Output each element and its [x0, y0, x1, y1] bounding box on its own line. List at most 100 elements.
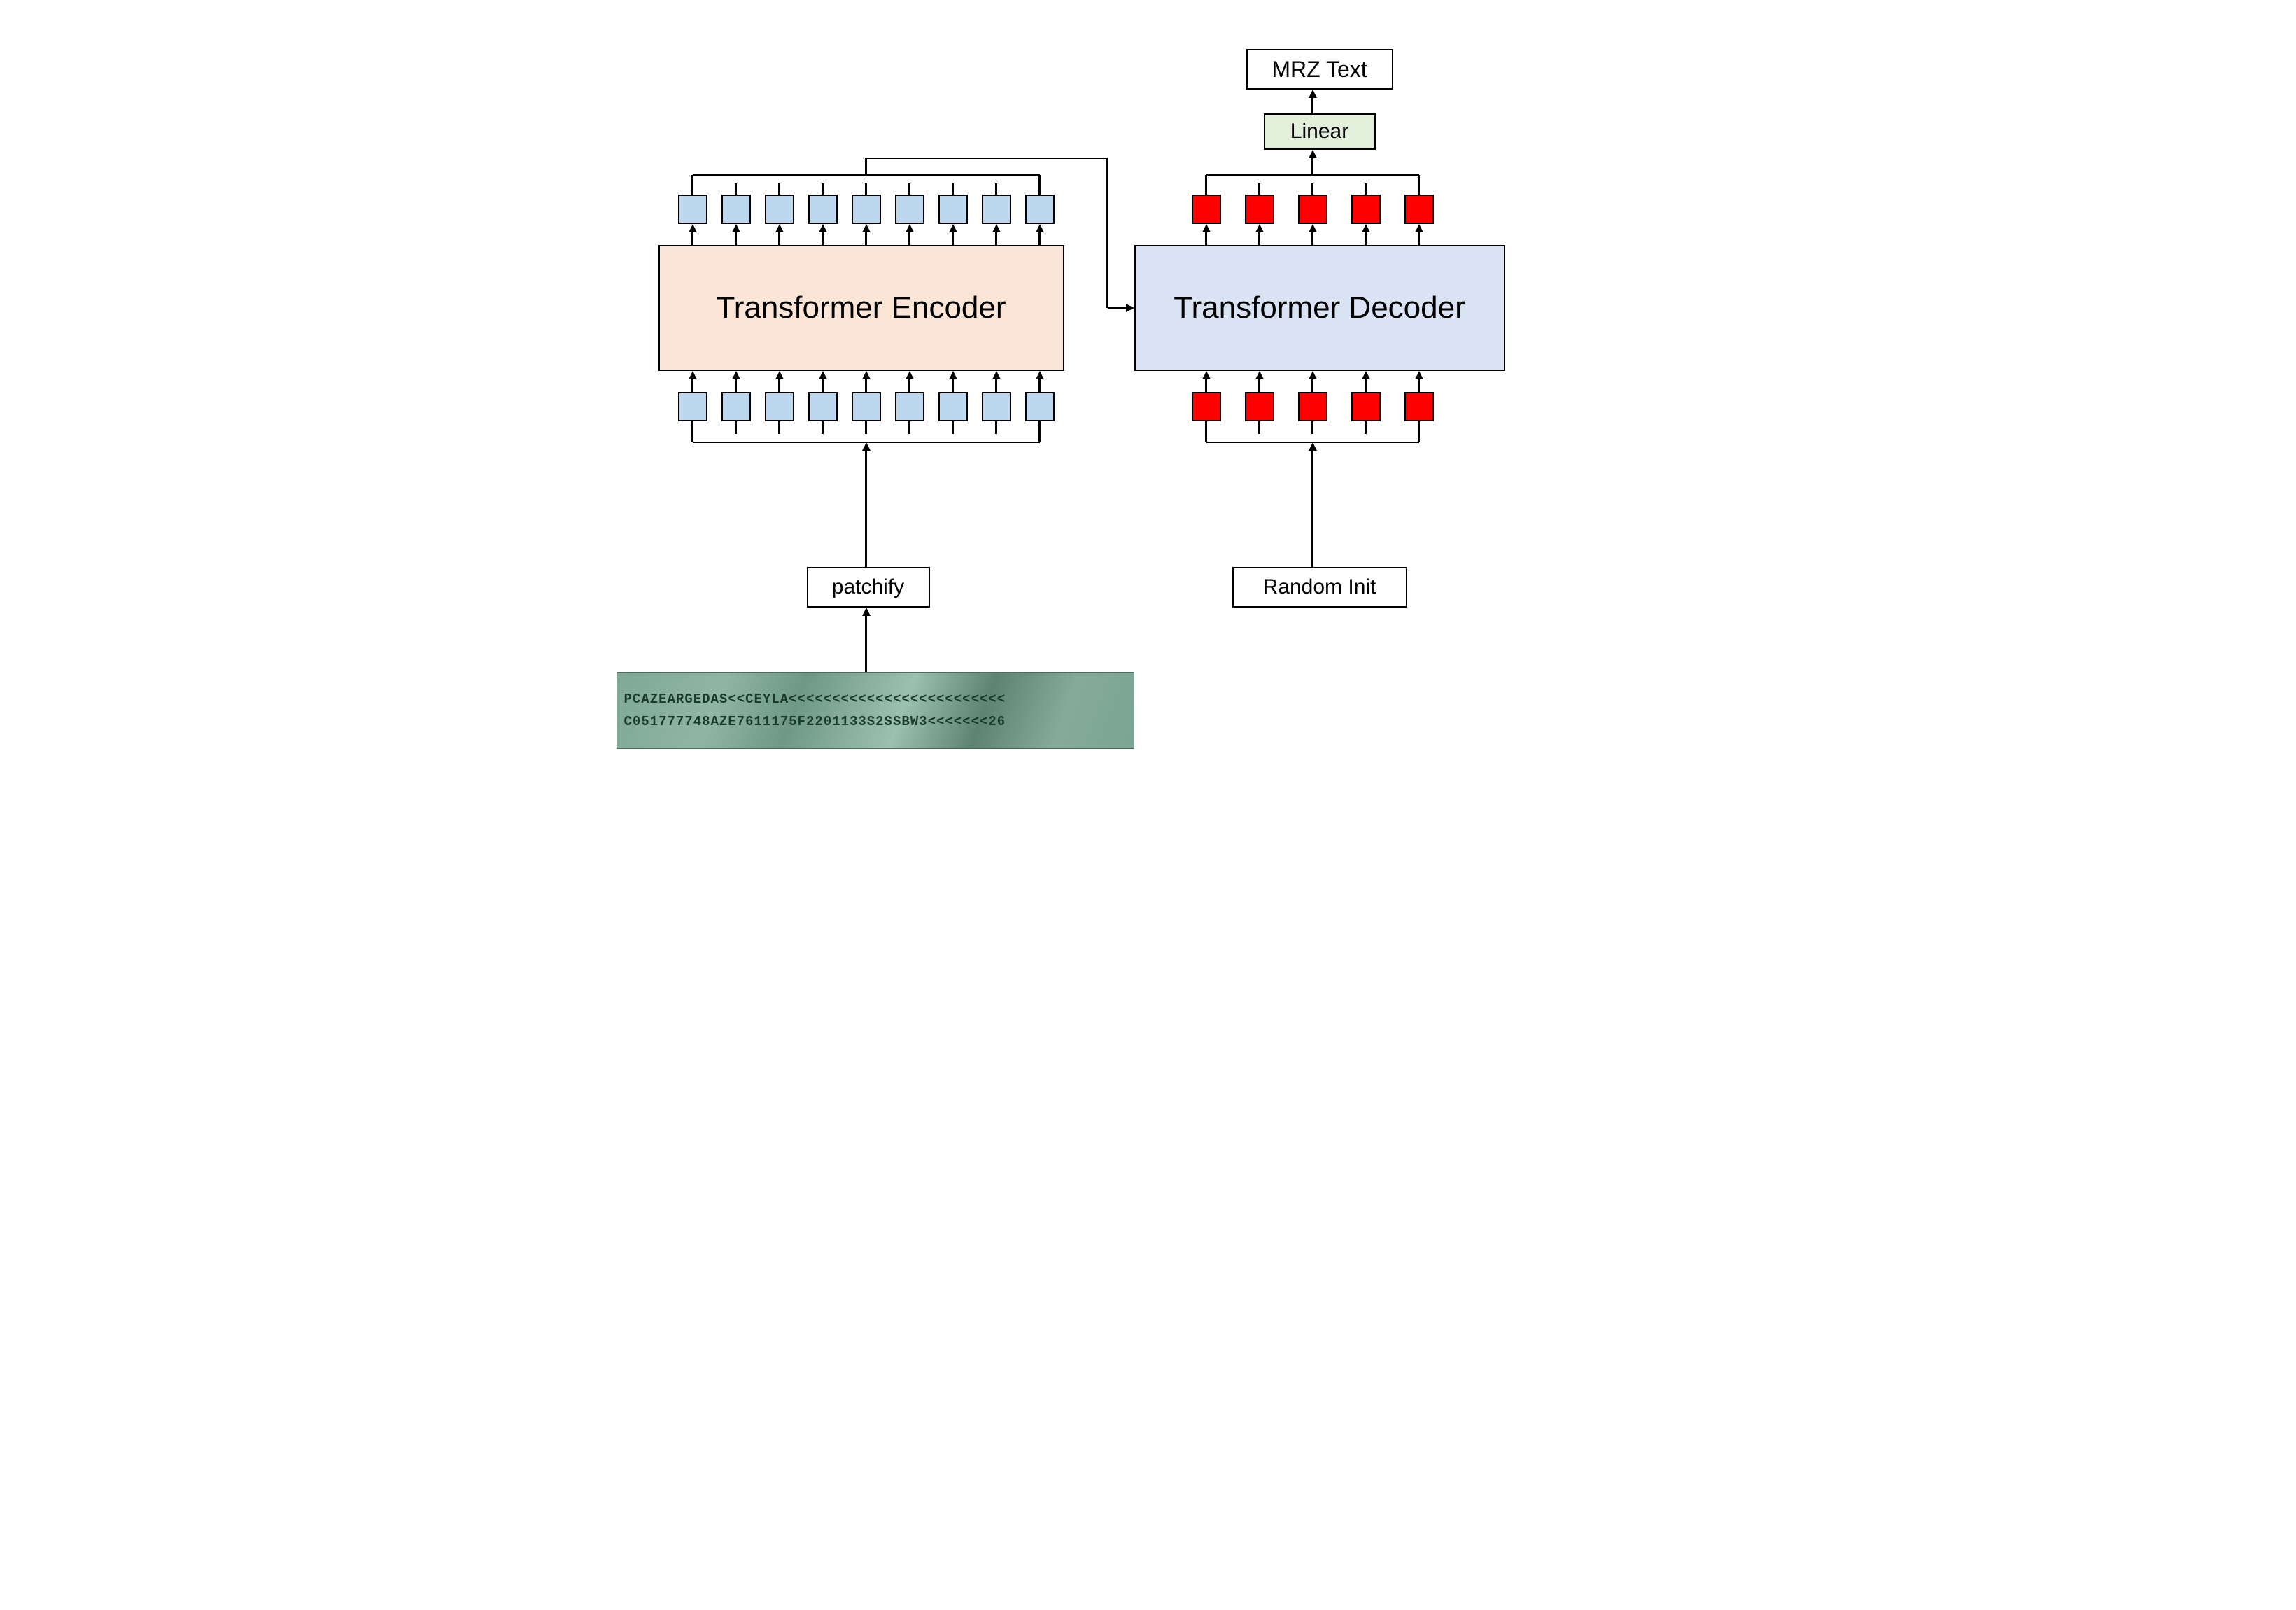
arrow-line — [908, 378, 910, 392]
encoder-output-token — [1025, 195, 1055, 224]
connector-line — [1418, 434, 1420, 442]
encoder-input-token — [938, 392, 968, 421]
connector-line — [735, 183, 737, 195]
arrow-line — [1418, 231, 1420, 245]
encoder-output-token — [721, 195, 751, 224]
arrow-line — [995, 378, 997, 392]
connector-line — [1418, 175, 1420, 183]
arrow-head-icon — [862, 608, 871, 616]
arrow-head-icon — [862, 224, 871, 232]
connector-line — [822, 183, 824, 195]
decoder-output-token — [1404, 195, 1434, 224]
arrow-line — [778, 378, 780, 392]
encoder-input-token — [982, 392, 1011, 421]
arrow-line — [952, 378, 954, 392]
mrz-text-block-label: MRZ Text — [1272, 57, 1367, 83]
encoder-output-token — [895, 195, 924, 224]
decoder-input-token — [1351, 392, 1381, 421]
arrow-head-icon — [732, 224, 740, 232]
connector-line — [995, 183, 997, 195]
arrow-line — [1038, 378, 1041, 392]
encoder-output-token — [938, 195, 968, 224]
encoder-input-token — [852, 392, 881, 421]
mrz-line-1: PCAZEARGEDAS<<CEYLA<<<<<<<<<<<<<<<<<<<<<… — [624, 692, 1127, 707]
arrow-head-icon — [1362, 224, 1370, 232]
arrow-line — [1038, 231, 1041, 245]
arrow-head-icon — [992, 224, 1001, 232]
arrow-head-icon — [862, 442, 871, 451]
arrow-head-icon — [1415, 224, 1423, 232]
arrow-head-icon — [1036, 371, 1044, 379]
transformer-encoder-block-label: Transformer Encoder — [716, 290, 1006, 326]
encoder-output-token — [808, 195, 838, 224]
encoder-output-token — [982, 195, 1011, 224]
arrow-line — [1311, 157, 1313, 175]
connector-line — [1038, 421, 1041, 434]
decoder-output-token — [1192, 195, 1221, 224]
encoder-input-token — [678, 392, 707, 421]
connector-line — [691, 175, 693, 183]
arrow-line — [1311, 378, 1313, 392]
decoder-output-token — [1351, 195, 1381, 224]
arrow-head-icon — [1309, 442, 1317, 451]
arrow-head-icon — [1309, 90, 1317, 98]
connector-line — [1365, 421, 1367, 434]
connector-line — [1258, 183, 1260, 195]
encoder-input-token — [765, 392, 794, 421]
connector-line — [865, 421, 867, 434]
random-init-block-label: Random Init — [1263, 575, 1376, 599]
connector-line — [1038, 183, 1041, 195]
connector-line — [778, 183, 780, 195]
connector-line — [1205, 434, 1207, 442]
connector-line — [1418, 421, 1420, 434]
arrow-line — [865, 231, 867, 245]
arrow-line — [1205, 231, 1207, 245]
arrow-line — [735, 231, 737, 245]
mrz-line-2: C051777748AZE7611175F2201133S2SSBW3<<<<<… — [624, 714, 1127, 729]
connector-line — [1365, 183, 1367, 195]
connector-line — [735, 421, 737, 434]
arrow-head-icon — [1202, 224, 1211, 232]
arrow-head-icon — [1309, 371, 1317, 379]
arrow-head-icon — [1202, 371, 1211, 379]
arrow-line — [1365, 231, 1367, 245]
connector-line — [778, 421, 780, 434]
connector-line — [1106, 158, 1108, 308]
connector-line — [1038, 175, 1041, 183]
encoder-input-token — [721, 392, 751, 421]
arrow-head-icon — [689, 224, 697, 232]
arrow-line — [865, 378, 867, 392]
encoder-input-token — [1025, 392, 1055, 421]
connector-line — [1205, 183, 1207, 195]
random-init-block: Random Init — [1232, 567, 1407, 608]
arrow-line — [1418, 378, 1420, 392]
encoder-output-token — [852, 195, 881, 224]
arrow-head-icon — [1309, 224, 1317, 232]
decoder-output-token — [1245, 195, 1274, 224]
connector-line — [822, 421, 824, 434]
arrow-line — [865, 615, 867, 672]
decoder-input-token — [1192, 392, 1221, 421]
arrow-head-icon — [1362, 371, 1370, 379]
connector-line — [1418, 183, 1420, 195]
mrz-text-block: MRZ Text — [1246, 49, 1393, 90]
connector-line — [1258, 421, 1260, 434]
arrow-head-icon — [906, 224, 914, 232]
connector-line — [995, 421, 997, 434]
arrow-head-icon — [949, 371, 957, 379]
transformer-encoder-block: Transformer Encoder — [658, 245, 1064, 371]
connector-line — [952, 421, 954, 434]
arrow-head-icon — [1255, 224, 1264, 232]
transformer-decoder-block: Transformer Decoder — [1134, 245, 1505, 371]
patchify-block-label: patchify — [832, 575, 904, 599]
mrz-input-image: PCAZEARGEDAS<<CEYLA<<<<<<<<<<<<<<<<<<<<<… — [617, 672, 1134, 749]
decoder-input-token — [1245, 392, 1274, 421]
arrow-line — [1311, 449, 1313, 567]
connector-line — [691, 434, 693, 442]
linear-block: Linear — [1264, 113, 1376, 150]
arrow-line — [952, 231, 954, 245]
connector-line — [1205, 175, 1207, 183]
arrow-line — [995, 231, 997, 245]
arrow-head-icon — [862, 371, 871, 379]
arrow-head-icon — [949, 224, 957, 232]
